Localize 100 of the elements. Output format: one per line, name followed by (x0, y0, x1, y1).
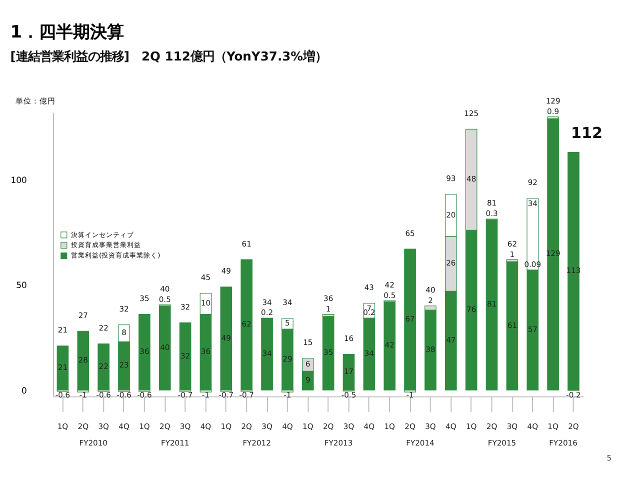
data-label: 57 (528, 324, 538, 334)
total-label: 36 (324, 294, 334, 304)
x-tick-label: 1Q (302, 422, 314, 432)
data-label: 35 (324, 348, 334, 358)
data-label: 34 (262, 349, 272, 358)
total-label: 32 (119, 304, 130, 314)
y-tick-label: 50 (16, 281, 27, 292)
total-label: 45 (200, 273, 211, 282)
data-label: 32 (180, 351, 190, 360)
data-label: 10 (200, 298, 211, 308)
data-label: 76 (466, 304, 476, 314)
data-label: -0.6 (116, 390, 132, 400)
data-label: -0.5 (341, 390, 356, 400)
x-tick-label: 1Q (384, 422, 396, 432)
text: FY2016 (549, 438, 578, 448)
data-label: -0.6 (55, 390, 70, 400)
x-tick-label: 3Q (180, 422, 191, 432)
total-label: 112 (570, 124, 603, 142)
total-label: 65 (405, 228, 416, 238)
text: FY2011 (160, 438, 190, 448)
x-tick-label: 3Q (343, 422, 354, 432)
data-label: 26 (446, 258, 456, 268)
text: FY2013 (324, 438, 353, 448)
total-label: 129 (546, 96, 560, 106)
x-tick-label: 4Q (118, 422, 130, 432)
data-label: 9 (305, 375, 310, 384)
data-label: 20 (446, 210, 456, 220)
y-axis-title: 単位：億円 (16, 96, 56, 106)
data-label: -0.7 (178, 390, 193, 400)
total-label: 27 (78, 310, 88, 320)
total-label: 42 (384, 280, 395, 290)
data-label: -0.7 (239, 390, 254, 400)
data-label: 2 (428, 296, 434, 306)
data-label: 0.3 (486, 209, 498, 218)
total-label: 49 (221, 266, 232, 276)
total-label: 43 (364, 283, 374, 292)
total-label: 125 (464, 108, 479, 118)
data-label: 62 (242, 320, 252, 329)
text: FY2014 (406, 438, 435, 448)
data-label: 40 (160, 342, 170, 352)
total-label: 81 (486, 198, 497, 208)
x-tick-label: 2Q (241, 422, 252, 432)
data-label: 42 (384, 340, 395, 350)
data-label: 17 (344, 367, 354, 376)
data-label: 21 (58, 362, 68, 372)
data-label: -1 (406, 390, 414, 400)
data-label: 48 (466, 174, 476, 184)
data-label: 61 (507, 320, 518, 330)
data-label: 1 (326, 304, 331, 314)
x-tick-label: 1Q (139, 422, 150, 432)
x-tick-label: 4Q (446, 422, 456, 432)
x-tick-label: 1Q (220, 422, 232, 432)
data-label: -0.6 (96, 390, 112, 400)
data-label: 22 (98, 362, 109, 371)
y-tick-label: 0 (22, 386, 27, 396)
total-label: 34 (282, 298, 292, 308)
x-tick-label: 3Q (98, 422, 110, 432)
data-label: 6 (305, 360, 310, 369)
x-tick-label: 2Q (159, 422, 170, 432)
text: FY2015 (488, 438, 516, 448)
total-label: 15 (303, 338, 313, 348)
total-label: 16 (344, 334, 354, 344)
data-label: 29 (282, 354, 292, 364)
data-label: 1 (510, 250, 515, 259)
data-label: -1 (79, 390, 88, 400)
total-label: 35 (140, 294, 150, 304)
x-tick-label: 2Q (486, 422, 498, 432)
data-label: 8 (122, 328, 127, 338)
x-tick-label: 4Q (282, 422, 293, 432)
x-tick-label: 2Q (78, 422, 89, 432)
text: FY2010 (79, 438, 108, 448)
text: FY2012 (242, 438, 272, 448)
total-label: 92 (528, 178, 538, 188)
data-label: 38 (426, 344, 436, 354)
total-label: 62 (507, 239, 518, 248)
total-label: 34 (262, 298, 272, 307)
data-label: 34 (528, 198, 538, 208)
data-label: 28 (78, 355, 88, 364)
x-tick-label: 4Q (364, 422, 375, 432)
x-tick-label: 3Q (425, 422, 436, 432)
data-label: -0.6 (137, 390, 152, 400)
data-label: 23 (119, 360, 130, 370)
data-label: 49 (221, 333, 232, 342)
x-tick-label: 2Q (568, 422, 579, 432)
data-label: 0.5 (158, 294, 172, 304)
chart-subtitle: [連結営業利益の推移] 2Q 112億円（YonY37.3%増） (10, 49, 327, 64)
x-tick-label: 4Q (527, 422, 538, 432)
x-tick-label: 4Q (200, 422, 212, 432)
total-label: 32 (180, 302, 190, 312)
data-label: 0.5 (384, 290, 396, 300)
x-tick-label: 3Q (262, 422, 272, 432)
x-tick-label: 1Q (548, 422, 558, 432)
total-label: 61 (242, 239, 252, 248)
data-label: 36 (200, 347, 211, 356)
data-label: 81 (486, 300, 497, 309)
y-tick-label: 100 (10, 176, 27, 186)
data-label: -1 (202, 390, 210, 400)
x-tick-label: 2Q (322, 422, 334, 432)
total-label: 40 (160, 284, 170, 294)
x-tick-label: 3Q (506, 422, 518, 432)
